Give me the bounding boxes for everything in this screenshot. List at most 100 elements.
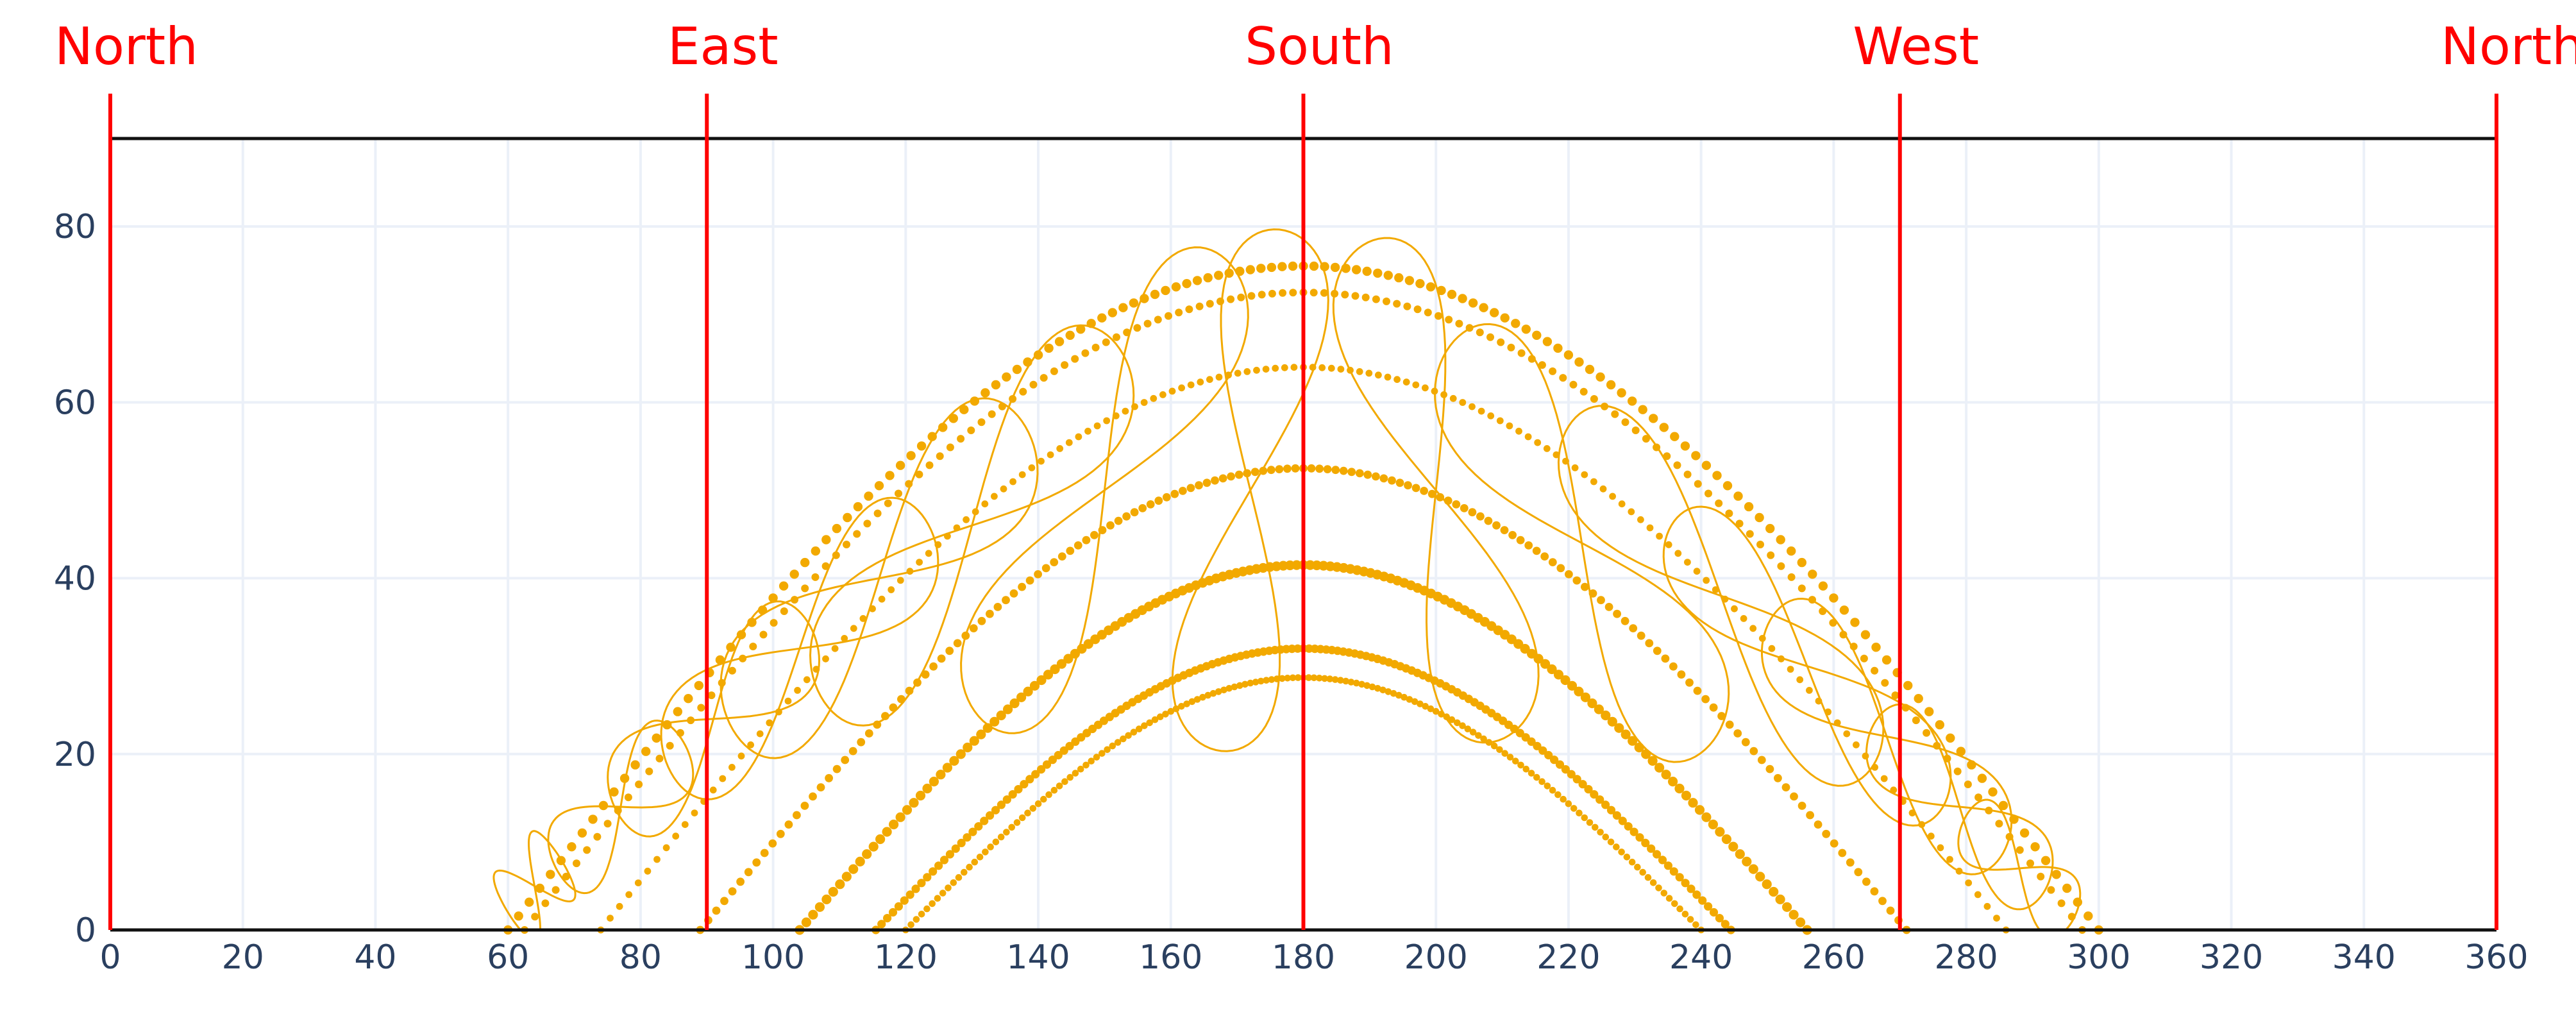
sun-path-point [1908,809,1916,816]
sun-path-point [1099,750,1106,757]
sun-path-point [1655,884,1662,891]
sun-path-point [1787,573,1796,581]
sun-path-point [1694,805,1705,815]
sun-path-point [1674,783,1685,794]
sun-path-point [859,615,867,622]
sun-path-point [1048,756,1057,764]
sun-path-point [1653,850,1662,859]
sun-path-point [1653,443,1661,452]
sun-path-point [1849,643,1858,650]
sun-path-point [768,839,777,848]
sun-path-point [922,783,932,794]
sun-path-point [1680,441,1690,451]
sun-path-point [1417,700,1424,707]
sun-path-point [1554,791,1562,798]
sun-path-point [1621,729,1631,739]
sun-path-point [1258,677,1265,685]
sun-path-point [1933,741,1941,750]
sun-path-point [944,532,951,540]
sun-path-point [1814,820,1823,829]
sun-path-point [923,873,932,882]
sun-path-point [1628,508,1635,516]
sun-path-point [1034,570,1042,578]
sun-path-point [1721,834,1731,845]
sun-path-point [1468,508,1477,517]
sun-path-point [864,491,873,501]
sun-path-point [1203,273,1213,283]
sun-path-point [715,655,725,665]
sun-path-point [1018,471,1026,478]
sun-path-point [1544,782,1551,789]
sun-path-point [1846,858,1855,867]
sun-path-point [1839,605,1849,615]
sun-path-point [1618,848,1625,856]
y-tick-label: 40 [54,560,96,598]
sun-path-point [1323,465,1332,473]
sun-path-point [1681,790,1692,801]
sun-path-point [1590,790,1599,799]
sun-path-point [1237,293,1245,301]
sun-path-point [853,530,861,538]
sun-path-point [1528,770,1535,777]
sun-path-point [1186,484,1195,493]
sun-path-point [895,812,905,822]
sun-path-point [848,747,857,756]
sun-path-point [863,519,871,528]
sun-path-point [2026,859,2034,868]
direction-label: West [1853,17,1979,76]
sun-path-point [1838,848,1847,857]
sun-path-point [812,666,820,673]
sun-path-point [1556,564,1565,573]
sun-path-point [1018,814,1026,822]
sun-path-point [1881,655,1892,665]
sun-path-point [1234,470,1243,479]
sun-path-point [946,443,954,452]
sun-path-point [811,573,820,581]
sun-path-point [1749,747,1758,756]
sun-path-point [1520,644,1530,654]
sun-path-point [991,806,1000,815]
sun-path-point [969,736,979,746]
sun-path-point [888,586,895,593]
sun-path-point [1628,858,1636,866]
sun-path-point [1106,521,1115,530]
sun-path-point [963,833,972,842]
sun-path-point [1475,732,1482,739]
sun-path-point [897,695,905,704]
sun-path-point [1607,716,1617,727]
sun-path-point [1757,756,1766,764]
sun-path-point [1141,722,1148,729]
sun-path-point [963,742,973,753]
sun-path-point [1561,765,1570,774]
analemma-path [1957,798,2082,931]
sun-path-point [1347,679,1355,686]
series-layer [503,261,2103,935]
sun-path-point [1574,357,1584,367]
sun-path-point [888,908,898,917]
sun-path-point [645,767,653,775]
sun-path-point [1272,364,1279,372]
sun-path-point [1486,333,1494,341]
sun-path-point [697,704,705,712]
sun-path-point [1829,593,1839,603]
sun-path-point [831,645,839,652]
sun-path-point [873,509,882,518]
sun-path-point [1175,308,1183,317]
sun-path-point [1853,741,1860,748]
sun-path-point [1341,264,1351,273]
sun-path-point [1385,688,1392,695]
sun-path-point [980,816,989,825]
sun-path-point [1422,384,1429,392]
sun-path-point [1506,422,1513,430]
sun-path-point [1693,568,1701,575]
sun-path-point [1585,364,1595,375]
sun-path-point [1009,589,1018,598]
sun-path-point [1448,716,1456,723]
sun-path-point [1258,291,1266,299]
sun-path-point [1927,832,1935,840]
sun-path-point [1741,738,1750,747]
sun-path-point [1581,471,1588,478]
sun-path-point [1665,895,1673,902]
sun-path-point [1644,874,1652,881]
sun-path-point [1195,302,1204,310]
